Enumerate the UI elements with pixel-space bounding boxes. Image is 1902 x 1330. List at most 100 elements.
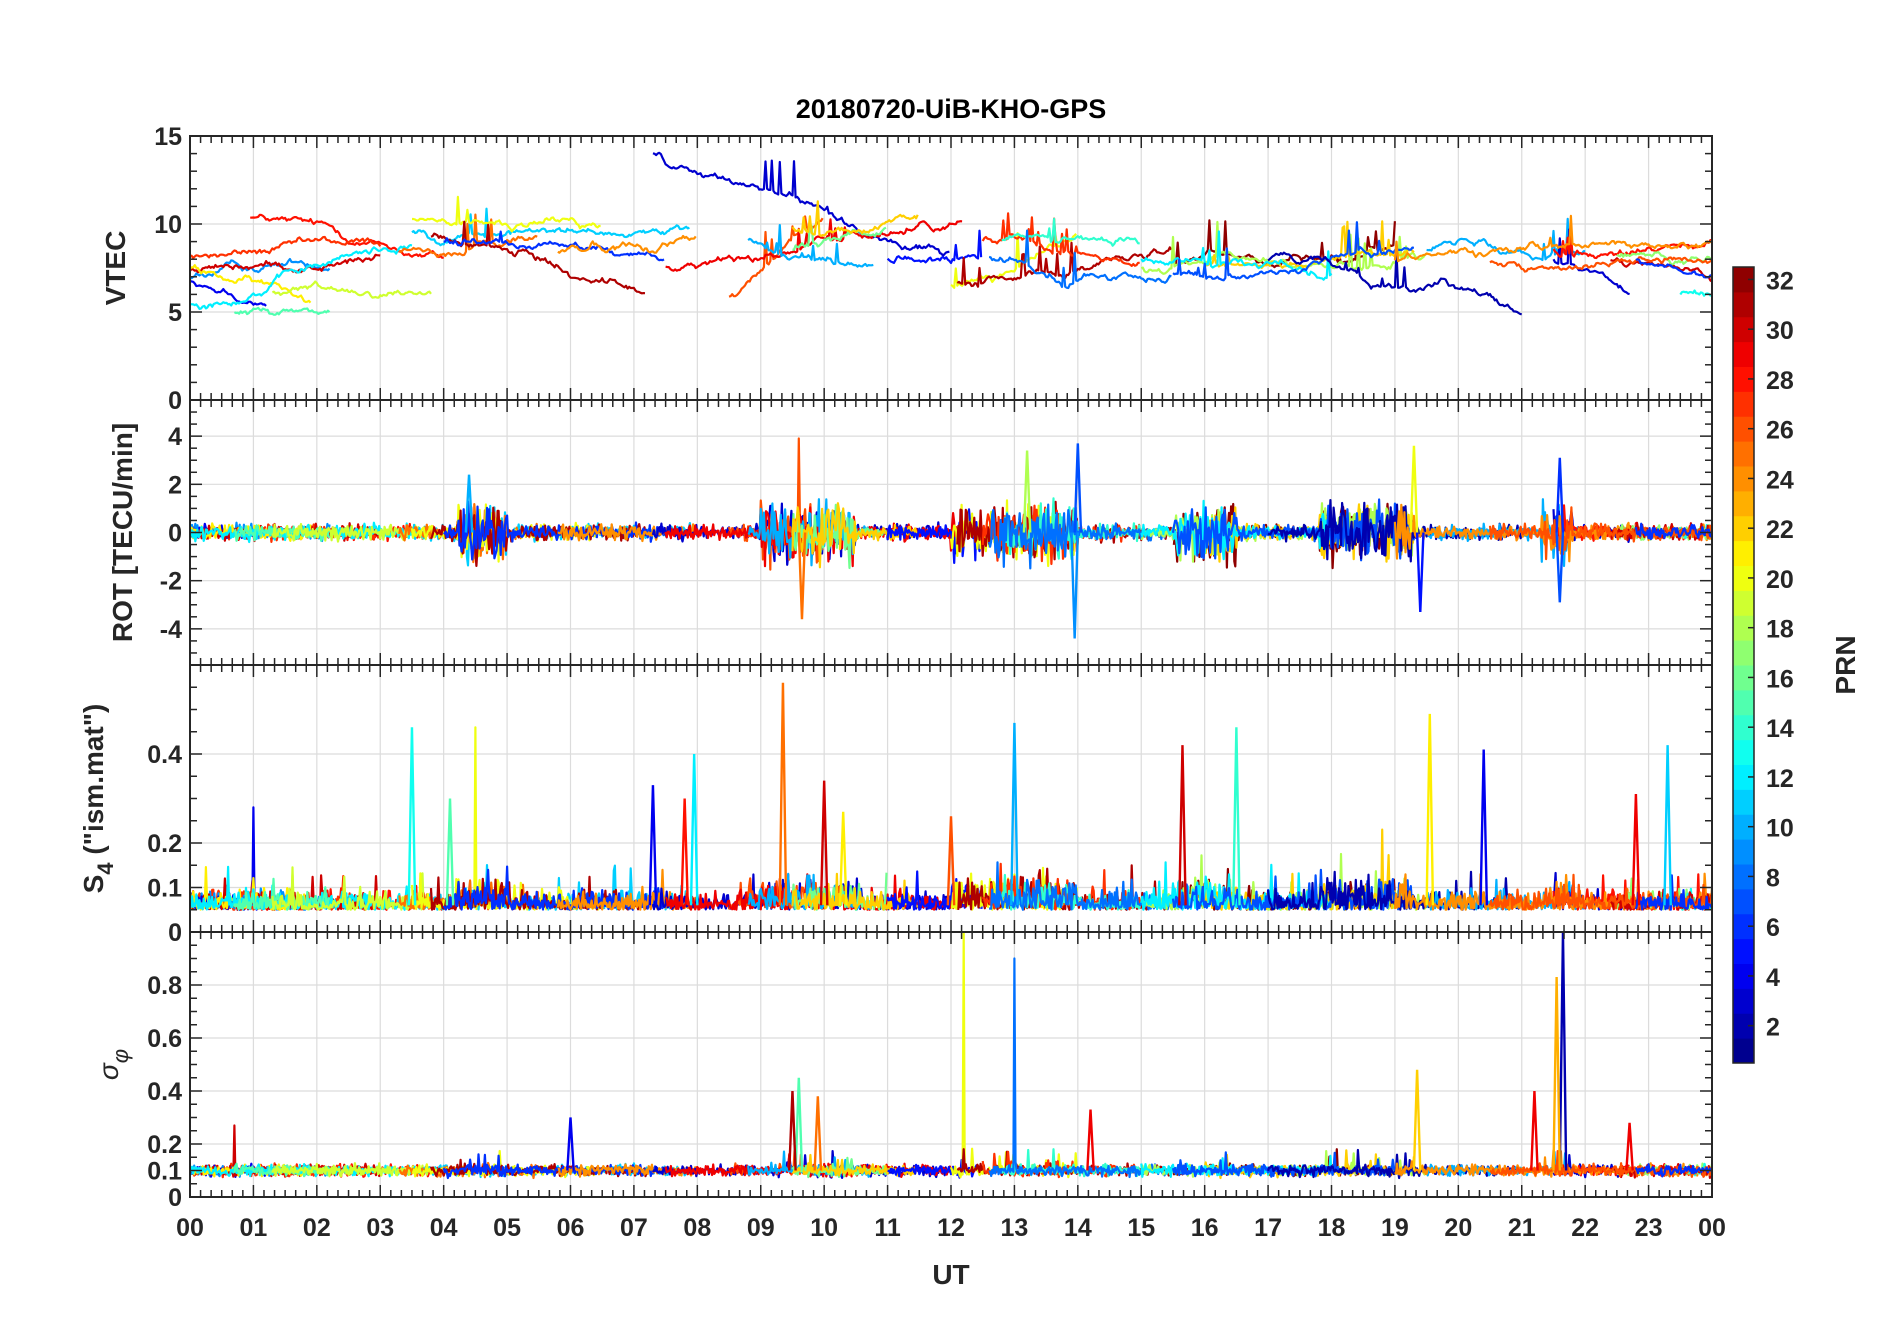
peak-prn-29 <box>1530 1090 1539 1171</box>
series-prn-7 <box>1172 221 1415 282</box>
peak-prn-29 <box>1086 1109 1095 1171</box>
peak-prn-20 <box>1409 445 1419 533</box>
colorbar-swatch <box>1733 789 1754 815</box>
series-prn-24 <box>1393 214 1712 263</box>
series-prn-26 <box>1488 506 1712 561</box>
colorbar-tick-label: 8 <box>1766 864 1780 892</box>
series-prn-26 <box>1489 256 1712 273</box>
series-prn-25 <box>398 213 538 258</box>
x-tick-label: 04 <box>430 1214 458 1242</box>
chart-title: 20180720-UiB-KHO-GPS <box>796 94 1107 124</box>
colorbar-swatch <box>1733 441 1754 467</box>
series-prn-11 <box>411 207 690 247</box>
y-tick-label: 0.2 <box>147 830 182 858</box>
panel-rot: -4 -2 0 2 4 ROT [TECU/min] <box>107 399 1713 666</box>
colorbar-swatch <box>1733 913 1754 940</box>
peak-prn-30 <box>819 780 829 906</box>
colorbar-swatch <box>1733 615 1754 641</box>
series-prn-6 <box>1634 1163 1712 1178</box>
series-group <box>190 682 1712 911</box>
series-prn-24 <box>557 1163 699 1178</box>
peak-prn-22 <box>1412 1069 1422 1171</box>
colorbar-swatch <box>1733 864 1754 890</box>
colorbar-swatch <box>1733 341 1754 367</box>
colorbar-tick-label: 10 <box>1766 815 1794 843</box>
series-group <box>190 437 1712 639</box>
colorbar-swatch <box>1733 466 1754 492</box>
x-tick-label: 07 <box>620 1214 648 1242</box>
y-tick-label: 5 <box>168 299 182 327</box>
colorbar-swatch <box>1733 267 1754 293</box>
ylabel-subscript: φ <box>108 1049 133 1063</box>
series-prn-18 <box>1140 220 1428 275</box>
colorbar-swatch <box>1733 1013 1754 1039</box>
x-tick-label: 05 <box>493 1214 521 1242</box>
series-prn-30 <box>190 253 381 274</box>
series-prn-8 <box>988 229 1172 290</box>
series-prn-22 <box>791 1153 920 1177</box>
colorbar-swatch <box>1733 640 1754 666</box>
colorbar-swatch <box>1733 590 1754 616</box>
series-prn-6 <box>443 230 665 262</box>
peak-prn-15 <box>794 1077 804 1171</box>
y-tick-label: 15 <box>154 123 182 151</box>
x-tick-label: 14 <box>1064 1214 1092 1242</box>
y-axis-label: ROT [TECU/min] <box>107 423 138 642</box>
colorbar-swatch <box>1733 888 1754 915</box>
peak-prn-5 <box>1415 532 1425 613</box>
series-prn-22 <box>791 200 919 237</box>
peak-prn-4 <box>566 1117 575 1171</box>
colorbar-swatch <box>1733 416 1754 442</box>
colorbar-swatch <box>1733 739 1754 765</box>
series-prn-2 <box>1267 251 1522 316</box>
colorbar-swatch <box>1733 814 1754 840</box>
peak-prn-7 <box>1073 443 1083 533</box>
x-tick-label: 01 <box>240 1214 268 1242</box>
series-prn-9 <box>190 257 331 280</box>
series-prn-12 <box>190 244 413 310</box>
series-prn-2 <box>1267 499 1523 563</box>
peak-prn-28 <box>680 798 690 906</box>
colorbar-tick-label: 22 <box>1766 516 1794 544</box>
series-prn-27 <box>981 212 1140 267</box>
x-tick-label: 02 <box>303 1214 331 1242</box>
colorbar-swatch <box>1733 764 1754 790</box>
colorbar-tick-label: 14 <box>1766 715 1794 743</box>
colorbar-tick-label: 16 <box>1766 665 1794 693</box>
peak-prn-6 <box>1555 457 1565 533</box>
series-prn-28 <box>250 213 445 259</box>
series-prn-27 <box>190 235 382 260</box>
peak-prn-26 <box>946 816 956 906</box>
y-tick-label: 4 <box>168 423 182 451</box>
y-axis-label: VTEC <box>100 231 131 306</box>
colorbar-swatch <box>1733 963 1754 989</box>
panel-s4: 0 0.1 0.2 0.4 S4 ("ism.mat") <box>78 664 1713 947</box>
series-prn-25 <box>398 503 540 564</box>
y-tick-label: -2 <box>160 568 182 596</box>
series-prn-3 <box>1552 228 1630 296</box>
colorbar-tick-label: 6 <box>1766 914 1780 942</box>
x-tick-label: 20 <box>1444 1214 1472 1242</box>
colorbar-swatch <box>1733 391 1754 417</box>
series-prn-6 <box>1634 522 1712 541</box>
colorbar-swatch <box>1733 988 1754 1014</box>
peak-prn-25 <box>797 532 807 620</box>
colorbar-tick-label: 2 <box>1766 1014 1780 1042</box>
colorbar-swatch <box>1733 490 1754 517</box>
colorbar-tick-label: 30 <box>1766 317 1794 345</box>
y-tick-label: 0 <box>168 387 182 415</box>
colorbar-swatch <box>1733 540 1754 566</box>
series-prn-6 <box>1635 258 1712 279</box>
colorbar-swatch <box>1733 515 1754 542</box>
peak-prn-10 <box>464 474 474 533</box>
colorbar-swatch <box>1733 291 1754 318</box>
peak-prn-23 <box>1552 977 1561 1171</box>
x-tick-label: 00 <box>1698 1214 1726 1242</box>
series-prn-6 <box>442 500 667 561</box>
peak-prn-25 <box>813 1096 823 1171</box>
colorbar-swatch <box>1733 839 1754 865</box>
series-prn-22 <box>791 872 919 911</box>
